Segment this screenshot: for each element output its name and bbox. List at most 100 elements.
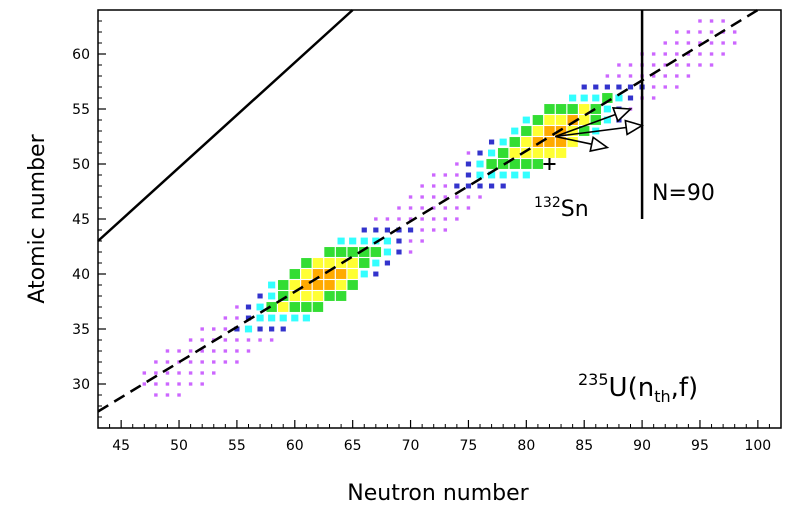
heatmap-cell bbox=[555, 148, 567, 158]
heatmap-cell bbox=[370, 247, 382, 257]
heatmap-cell bbox=[235, 349, 239, 353]
heatmap-cell bbox=[396, 227, 402, 233]
heatmap-cell bbox=[686, 30, 691, 34]
heatmap-cell bbox=[592, 94, 600, 102]
heatmap-cell bbox=[383, 248, 391, 256]
heatmap-cell bbox=[420, 217, 424, 221]
x-tick-label: 50 bbox=[170, 438, 188, 454]
arrow-head bbox=[624, 119, 645, 136]
heatmap-cell bbox=[258, 338, 262, 342]
y-axis-label: Atomic number bbox=[25, 133, 50, 303]
heatmap-cell bbox=[431, 173, 436, 177]
heatmap-cell bbox=[431, 206, 436, 210]
heatmap-cell bbox=[443, 228, 448, 232]
heatmap-cell bbox=[431, 228, 436, 232]
heatmap-cell bbox=[617, 63, 621, 67]
heatmap-cell bbox=[651, 63, 656, 67]
x-tick-label: 70 bbox=[402, 438, 420, 454]
heatmap-cell bbox=[615, 94, 623, 102]
chart-lines bbox=[97, 8, 759, 413]
heatmap-cell bbox=[384, 260, 391, 266]
heatmap-cell bbox=[511, 127, 519, 135]
heatmap-cell bbox=[335, 291, 347, 301]
heatmap-cell bbox=[443, 206, 448, 210]
heatmap-cell bbox=[486, 159, 497, 169]
heatmap-cell bbox=[408, 195, 413, 199]
heatmap-cell bbox=[312, 258, 324, 268]
heatmap-cell bbox=[268, 281, 276, 289]
heatmap-cell bbox=[291, 314, 299, 322]
heatmap-cell bbox=[347, 280, 358, 290]
heatmap-cell bbox=[374, 217, 378, 221]
y-tick-label: 40 bbox=[72, 267, 90, 283]
heatmap-cell bbox=[509, 159, 520, 169]
heatmap-cell bbox=[235, 338, 239, 342]
heatmap-cell bbox=[651, 52, 656, 56]
heatmap-cell bbox=[335, 280, 347, 290]
heatmap-cells bbox=[142, 19, 737, 397]
heatmap-cell bbox=[532, 126, 544, 136]
heatmap-cell bbox=[617, 74, 621, 78]
heatmap-cell bbox=[627, 84, 634, 90]
heatmap-cell bbox=[385, 217, 390, 221]
heatmap-cell bbox=[420, 239, 424, 243]
y-tick-label: 45 bbox=[72, 212, 90, 228]
heatmap-cell bbox=[278, 302, 289, 312]
heatmap-cell bbox=[431, 195, 436, 199]
n90-label: N=90 bbox=[652, 181, 715, 206]
heatmap-cell bbox=[477, 183, 483, 189]
heatmap-cell bbox=[372, 259, 380, 267]
heatmap-cell bbox=[616, 84, 622, 90]
x-tick-label: 75 bbox=[460, 438, 478, 454]
heatmap-cell bbox=[466, 151, 471, 155]
heatmap-cell bbox=[373, 271, 379, 277]
heatmap-cell bbox=[698, 30, 702, 34]
heatmap-cell bbox=[235, 305, 239, 309]
x-tick-label: 100 bbox=[744, 438, 771, 454]
heatmap-cell bbox=[408, 217, 413, 221]
heatmap-cell bbox=[698, 41, 702, 45]
heatmap-cell bbox=[509, 148, 520, 158]
heatmap-cell bbox=[578, 126, 590, 136]
heatmap-cell bbox=[567, 115, 578, 125]
x-tick-label: 45 bbox=[112, 438, 130, 454]
x-ticks: 45 50 55 60 65 70 75 80 85 90 95 100 bbox=[109, 420, 771, 454]
heatmap-cell bbox=[465, 161, 472, 167]
heatmap-cell bbox=[431, 184, 436, 188]
heatmap-cell bbox=[244, 325, 253, 333]
heatmap-cell bbox=[177, 382, 181, 386]
sn132-plus bbox=[543, 158, 556, 170]
heatmap-cell bbox=[188, 360, 193, 364]
heatmap-cell bbox=[476, 160, 484, 168]
heatmap-cell bbox=[477, 150, 483, 156]
heatmap-cell bbox=[567, 137, 578, 147]
heatmap-cell bbox=[335, 247, 347, 257]
heatmap-cell bbox=[335, 258, 347, 268]
markers bbox=[543, 158, 556, 170]
heatmap-cell bbox=[521, 159, 532, 169]
heatmap-cell bbox=[212, 327, 216, 331]
heatmap-cell bbox=[165, 382, 170, 386]
heatmap-cell bbox=[347, 247, 358, 257]
heatmap-cell bbox=[521, 126, 532, 136]
heatmap-cell bbox=[721, 19, 725, 23]
heatmap-cell bbox=[593, 84, 599, 90]
heatmap-cell bbox=[223, 327, 228, 331]
heatmap-cell bbox=[709, 41, 714, 45]
heatmap-cell bbox=[698, 63, 702, 67]
heatmap-cell bbox=[675, 41, 679, 45]
heatmap-cell bbox=[443, 173, 448, 177]
heatmap-cell bbox=[651, 96, 656, 100]
heatmap-cell bbox=[628, 63, 633, 67]
y-tick-label: 60 bbox=[72, 47, 90, 63]
heatmap-cell bbox=[605, 74, 610, 78]
heatmap-cell bbox=[200, 338, 204, 342]
heatmap-cell bbox=[698, 52, 702, 56]
heatmap-cell bbox=[709, 52, 714, 56]
heatmap-cell bbox=[177, 349, 181, 353]
heatmap-cell bbox=[544, 137, 555, 147]
heatmap-cell bbox=[420, 228, 424, 232]
heatmap-cell bbox=[686, 52, 691, 56]
heatmap-cell bbox=[578, 104, 590, 114]
